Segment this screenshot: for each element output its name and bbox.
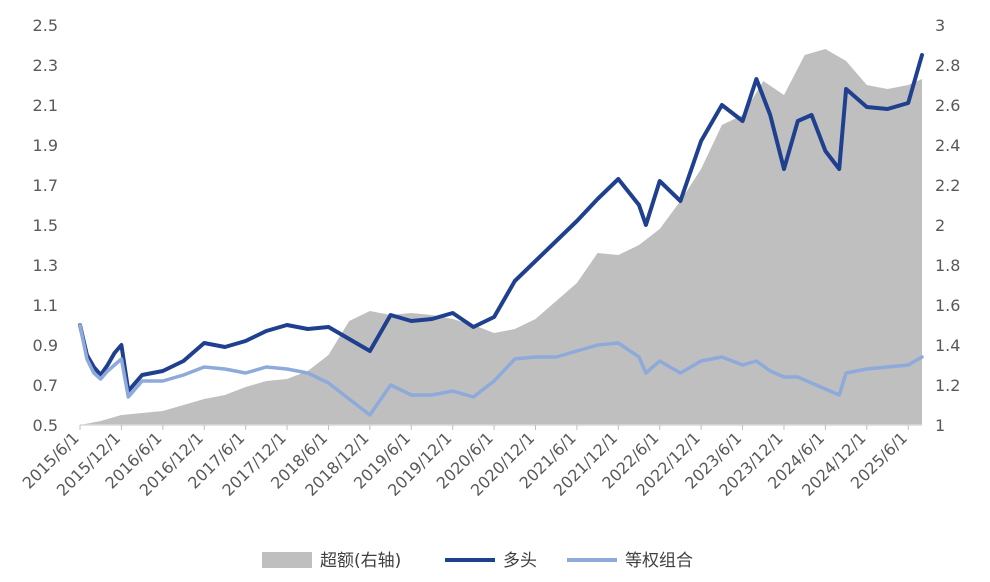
y-right-tick-label: 1.4 (935, 336, 960, 355)
y-right-tick-label: 1.8 (935, 256, 960, 275)
y-right-tick-label: 3 (935, 16, 945, 35)
line-layer (78, 53, 924, 417)
legend-label: 超额(右轴) (320, 551, 401, 571)
x-axis: 2015/6/12015/12/12016/6/12016/12/12017/6… (19, 424, 922, 500)
y-left-tick-label: 2.1 (33, 96, 58, 115)
y-right-tick-label: 2.4 (935, 136, 960, 155)
y-right-tick-label: 1 (935, 416, 945, 435)
y-left-tick-label: 1.9 (33, 136, 58, 155)
legend-swatch (262, 552, 312, 568)
series-line-equal-weight (78, 323, 924, 417)
y-left-tick-label: 0.5 (33, 416, 58, 435)
y-right-tick-label: 2.8 (935, 56, 960, 75)
y-left-tick-label: 2.3 (33, 56, 58, 75)
left-axis-tick-labels: 0.5 0.7 0.9 1.1 1.3 1.5 1.7 1.9 2.1 2.3 2.5 (33, 16, 58, 435)
y-right-tick-label: 1.6 (935, 296, 960, 315)
legend-item-excess: 超额(右轴) (262, 551, 401, 571)
y-right-tick-label: 1.2 (935, 376, 960, 395)
legend-label: 多头 (503, 551, 537, 571)
y-right-tick-label: 2 (935, 216, 945, 235)
legend-item-long: 多头 (445, 551, 537, 571)
legend-label: 等权组合 (625, 551, 693, 571)
right-axis-tick-labels: 1 1.2 1.4 1.6 1.8 2 2.2 2.4 2.6 2.8 3 (935, 16, 960, 435)
y-left-tick-label: 1.7 (33, 176, 58, 195)
legend-item-equal-weight: 等权组合 (567, 551, 693, 571)
series-line-long (78, 53, 924, 393)
legend: 超额(右轴) 多头 等权组合 (262, 551, 693, 571)
area-layer (80, 49, 922, 425)
y-left-tick-label: 1.3 (33, 256, 58, 275)
y-left-tick-label: 0.7 (33, 376, 58, 395)
y-left-tick-label: 0.9 (33, 336, 58, 355)
y-left-tick-label: 2.5 (33, 16, 58, 35)
y-right-tick-label: 2.6 (935, 96, 960, 115)
series-area-excess (80, 49, 922, 425)
y-left-tick-label: 1.1 (33, 296, 58, 315)
y-left-tick-label: 1.5 (33, 216, 58, 235)
y-right-tick-label: 2.2 (935, 176, 960, 195)
